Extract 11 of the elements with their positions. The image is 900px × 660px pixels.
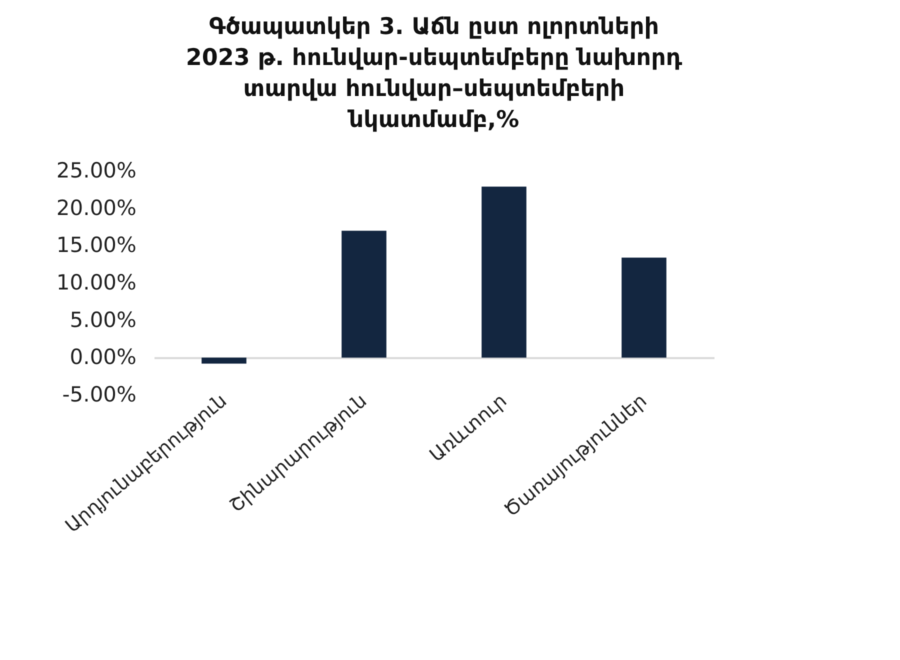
bar: [482, 186, 526, 358]
bar: [342, 230, 386, 358]
y-tick-label: 10.00%: [56, 270, 136, 294]
y-tick-label: 5.00%: [70, 308, 136, 332]
bar: [622, 258, 666, 358]
chart-title: Գծապատկեր 3. Աճն ըստ ոլորտների 2023 թ. հունվար-սեպտեմբերը նախորդ տարվա հունվար–սեպտեմբերի նկատմամբ,%: [186, 14, 683, 133]
y-tick-label: 25.00%: [56, 158, 136, 182]
y-tick-label: 20.00%: [56, 196, 136, 220]
bar: [202, 358, 246, 364]
y-tick-label: 15.00%: [56, 233, 136, 258]
y-tick-label: 0.00%: [70, 345, 136, 370]
